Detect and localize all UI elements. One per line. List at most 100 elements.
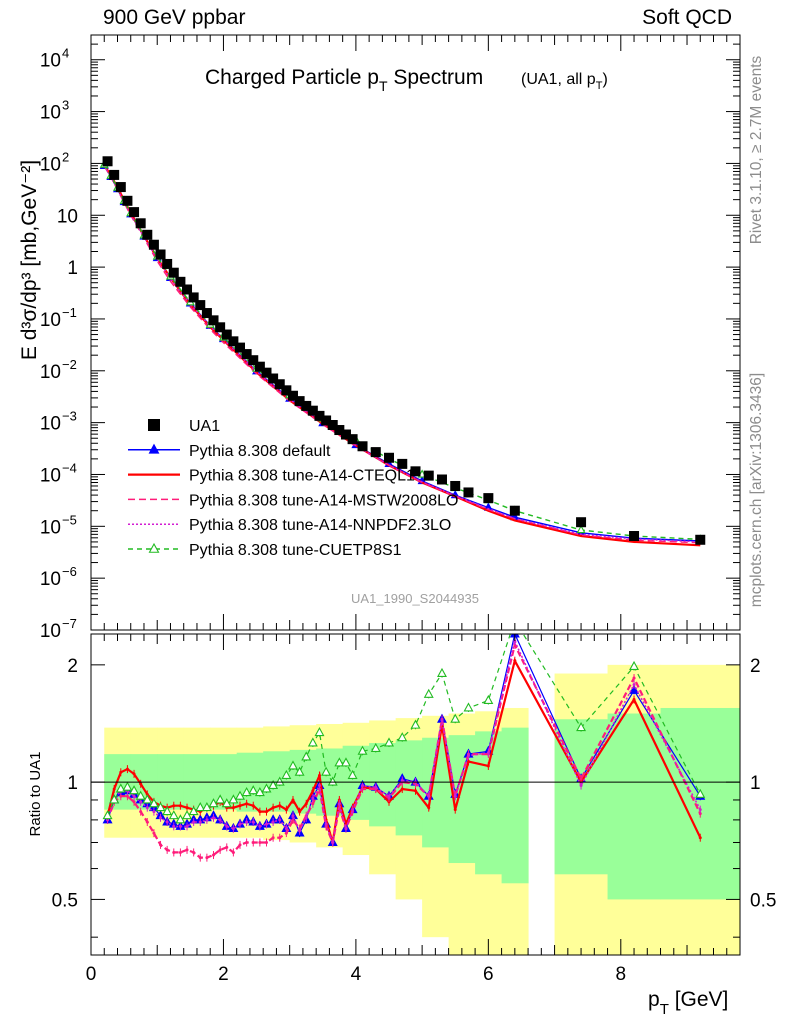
ratio-point-marker: [384, 737, 394, 747]
ratio-point-marker: [314, 726, 325, 737]
y-tick-label: −1: [62, 305, 77, 320]
ratio-y-tick-label: 1: [67, 773, 78, 794]
ratio-point-marker: [278, 818, 282, 822]
ratio-point-marker: [294, 766, 305, 776]
x-tick-label: 8: [616, 964, 627, 985]
legend-label: Pythia 8.308 default: [189, 443, 331, 460]
ratio-point-marker: [579, 777, 583, 781]
ratio-point-marker: [145, 820, 149, 824]
data-point: [463, 487, 474, 498]
mc-series-line: [103, 165, 701, 544]
data-point: [168, 267, 179, 278]
y-tick-label: 10: [40, 517, 61, 538]
ratio-point-marker: [119, 770, 123, 774]
ratio-point-marker: [317, 773, 321, 777]
ratio-point-marker: [632, 676, 636, 680]
ratio-series-line: [106, 638, 702, 846]
ratio-point-marker: [291, 798, 295, 802]
ratio-point-marker: [168, 810, 179, 820]
ratio-point-marker: [410, 719, 421, 729]
ratio-point-marker: [486, 764, 490, 768]
ratio-point-marker: [132, 772, 136, 776]
data-point: [228, 336, 239, 347]
y-tick-label: −5: [62, 512, 77, 527]
ratio-point-marker: [334, 757, 345, 767]
ratio-point-marker: [331, 840, 335, 844]
y-tick-label: 2: [62, 149, 69, 164]
ratio-point-marker: [148, 798, 159, 808]
ratio-point-marker: [486, 751, 490, 755]
chart-title: Charged Particle pT Spectrum: [205, 66, 483, 94]
ratio-point-marker: [304, 802, 308, 806]
ratio-point-marker: [291, 814, 295, 818]
data-point: [268, 373, 279, 384]
ratio-point-marker: [139, 782, 143, 786]
y-tick-label: −6: [62, 564, 77, 579]
data-point: [695, 534, 706, 545]
data-point: [142, 229, 153, 240]
ratio-point-marker: [304, 816, 308, 820]
data-point: [115, 182, 126, 193]
y-tick-label: −3: [62, 409, 77, 424]
ratio-point-marker: [185, 848, 189, 852]
analysis-id: UA1_1990_S2044935: [351, 591, 479, 606]
legend-label: UA1: [189, 418, 220, 435]
ratio-point-marker: [145, 806, 149, 810]
ratio-point-marker: [427, 794, 431, 798]
data-point: [162, 258, 173, 269]
ratio-point-marker: [172, 804, 176, 808]
header-left: 900 GeV ppbar: [103, 6, 246, 29]
data-point: [208, 315, 219, 326]
ratio-point-marker: [301, 751, 312, 761]
ratio-y-tick-label: 2: [67, 656, 78, 677]
ratio-point-marker: [215, 794, 226, 804]
ratio-point-marker: [231, 827, 235, 831]
ratio-point-marker: [278, 836, 282, 840]
ratio-point-marker: [513, 659, 517, 663]
data-point: [321, 415, 332, 426]
y-tick-label: 4: [62, 46, 69, 61]
band-green-segment: [607, 713, 662, 900]
data-point: [294, 396, 305, 407]
legend-label: Pythia 8.308 tune-A14-MSTW2008LO: [189, 492, 458, 509]
ratio-point-marker: [218, 818, 222, 822]
band-green-segment: [369, 743, 397, 827]
ratio-point-marker: [165, 820, 169, 824]
data-point: [327, 420, 338, 431]
ratio-series-group: [102, 634, 706, 862]
ratio-point-marker: [198, 856, 202, 860]
data-points-group: [102, 156, 706, 545]
ratio-point-marker: [453, 808, 457, 812]
data-point: [450, 480, 461, 491]
ratio-point-marker: [159, 843, 163, 847]
data-point: [287, 390, 298, 401]
ratio-y-tick-label: 1: [750, 773, 761, 794]
ratio-point-marker: [698, 812, 702, 816]
x-axis-label: pT [GeV]: [648, 988, 728, 1018]
y-tick-label: 10: [40, 103, 61, 124]
data-point: [307, 405, 318, 416]
ratio-point-marker: [284, 827, 288, 831]
ratio-point-marker: [347, 769, 358, 779]
data-point: [235, 342, 246, 353]
ratio-point-marker: [344, 827, 348, 831]
data-point: [201, 308, 212, 319]
ratio-point-marker: [629, 660, 640, 671]
ratio-point-marker: [152, 831, 156, 835]
data-point: [221, 329, 232, 340]
band-green-segment: [501, 727, 529, 884]
ratio-point-marker: [165, 848, 169, 852]
ratio-point-marker: [251, 840, 255, 844]
ratio-point-marker: [109, 794, 120, 804]
legend-label: Pythia 8.308 tune-A14-CTEQL1: [189, 468, 415, 485]
ratio-point-marker: [238, 843, 242, 847]
ratio-point-marker: [195, 802, 206, 812]
data-point: [248, 355, 259, 366]
ratio-series-line: [106, 641, 702, 859]
data-point: [629, 531, 640, 542]
ratio-point-marker: [212, 816, 216, 820]
band-green-segment: [660, 707, 740, 900]
data-point: [129, 207, 140, 218]
y-tick-label: 10: [40, 414, 61, 435]
